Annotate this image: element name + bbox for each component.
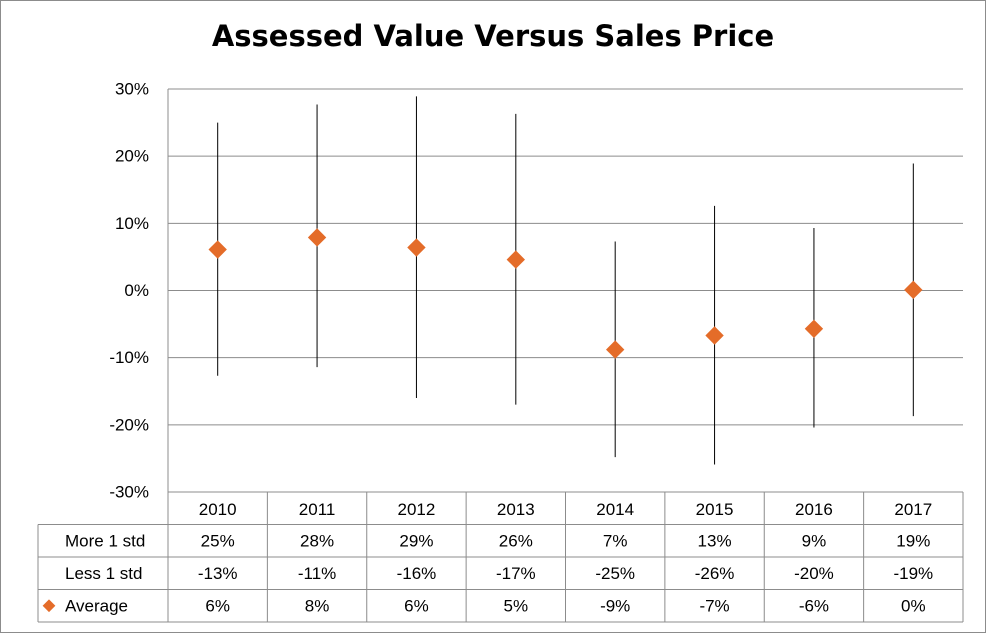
category-label: 2016 (795, 500, 833, 519)
data-table-value: 6% (404, 596, 429, 615)
data-table-value: -26% (695, 564, 735, 583)
y-tick-label: -10% (109, 348, 149, 367)
y-tick-label: -30% (109, 483, 149, 502)
data-table-value: 9% (802, 531, 827, 550)
y-tick-label: 0% (124, 281, 149, 300)
data-table-value: 26% (499, 531, 533, 550)
data-table-value: 6% (205, 596, 230, 615)
data-table-value: 19% (896, 531, 930, 550)
category-label: 2012 (398, 500, 436, 519)
average-marker (705, 326, 724, 345)
average-marker (904, 280, 923, 300)
legend-diamond-marker (42, 599, 56, 613)
data-table-value: -16% (397, 564, 437, 583)
series-label-more-1-std: More 1 std (65, 531, 145, 550)
category-label: 2015 (696, 500, 734, 519)
data-table-value: -20% (794, 564, 834, 583)
data-table-value: 25% (201, 531, 235, 550)
data-table-value: -13% (198, 564, 238, 583)
category-label: 2014 (596, 500, 634, 519)
category-label: 2011 (299, 500, 336, 519)
data-table-value: -7% (699, 596, 729, 615)
category-label: 2010 (199, 500, 237, 519)
series-label-less-1-std: Less 1 std (65, 564, 143, 583)
data-table-value: -19% (893, 564, 933, 583)
data-table-value: -11% (298, 564, 336, 583)
average-marker (804, 319, 824, 338)
category-label: 2013 (497, 500, 535, 519)
data-table-value: 28% (300, 531, 334, 550)
y-tick-label: 30% (115, 80, 149, 99)
data-table-value: 5% (504, 596, 529, 615)
average-marker (605, 340, 625, 359)
data-table-value: 13% (698, 531, 732, 550)
series-label-average: Average (65, 596, 128, 615)
data-table-value: 7% (603, 531, 628, 550)
chart-title: Assessed Value Versus Sales Price (211, 19, 775, 53)
data-table-value: -6% (799, 596, 829, 615)
average-marker (506, 250, 526, 269)
category-label: 2017 (894, 500, 932, 519)
y-tick-label: 10% (115, 214, 149, 233)
data-table-value: -17% (496, 564, 536, 583)
y-tick-label: -20% (109, 415, 149, 434)
data-table-value: 29% (399, 531, 433, 550)
data-table-value: 8% (305, 596, 330, 615)
average-marker (307, 228, 327, 247)
data-table-value: -9% (600, 596, 630, 615)
data-table-value: -25% (595, 564, 635, 583)
data-table-value: 0% (901, 596, 926, 615)
average-marker (208, 240, 227, 259)
average-marker (407, 238, 426, 257)
y-tick-label: 20% (115, 147, 149, 166)
